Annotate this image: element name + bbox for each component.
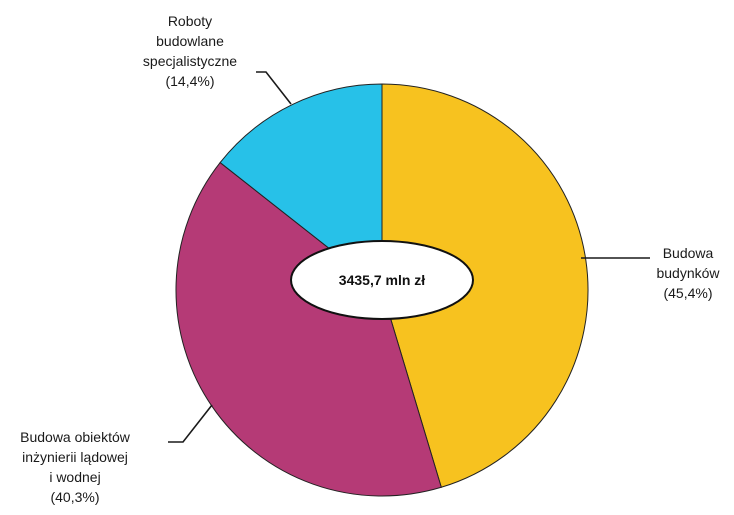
leader-line-3 [256, 71, 292, 105]
leader-lines [168, 71, 650, 443]
slice-label-line: budowlane [156, 33, 224, 49]
slice-label-line: i wodnej [49, 469, 100, 485]
slice-label-line: (14,4%) [165, 73, 214, 89]
slice-label-line: Budowa [663, 245, 714, 261]
pie-slice-1 [381, 83, 589, 488]
pie-slices [175, 83, 589, 497]
slice-label-1: Budowa budynków (45,4%) [656, 245, 720, 301]
slice-label-line: (45,4%) [663, 285, 712, 301]
leader-line-2 [168, 404, 213, 443]
slice-label-2: Budowa obiektów inżynierii lądowej i wodne… [20, 429, 131, 505]
slice-label-line: inżynierii lądowej [22, 449, 128, 465]
slice-label-line: Budowa obiektów [20, 429, 131, 445]
slice-label-line: specjalistyczne [143, 53, 237, 69]
slice-label-line: budynków [656, 265, 720, 281]
center-ellipse [290, 240, 474, 320]
slice-label-line: Roboty [168, 13, 212, 29]
pie-slice-3 [219, 83, 383, 292]
slice-label-line: (40,3%) [50, 489, 99, 505]
center-total-label: 3435,7 mln zł [339, 272, 425, 288]
slice-labels: Budowa budynków (45,4%) Budowa obiektów inży… [20, 13, 720, 505]
slice-label-3: Roboty budowlane specjalistyczne (14,4%) [143, 13, 237, 89]
